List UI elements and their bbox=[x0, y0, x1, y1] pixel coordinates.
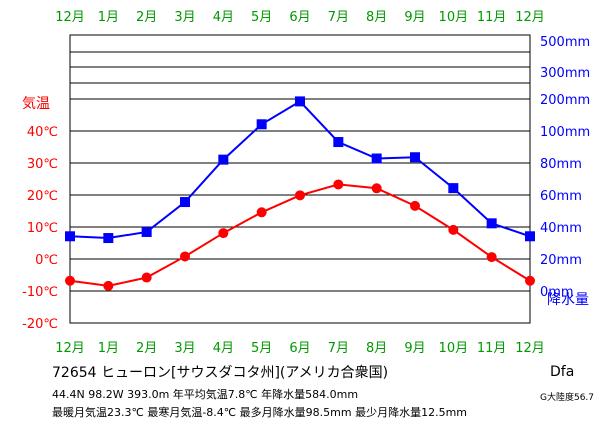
precipitation-point bbox=[65, 231, 75, 242]
temperature-point bbox=[295, 190, 305, 201]
climate-chart: 12月 12月 1月 1月 2月 2月 3月 3月 4月 4月 5月 5月 6月 6月 7月 7月 8月 8月 9月… bbox=[22, 10, 590, 356]
temperature-point bbox=[180, 251, 190, 262]
temp-tick-label: 20℃ bbox=[27, 189, 58, 204]
temperature-point bbox=[448, 224, 459, 235]
precipitation-point bbox=[180, 197, 190, 208]
precipitation-point bbox=[525, 231, 535, 242]
precip-tick-label: 500mm bbox=[540, 35, 590, 50]
month-label-top: 9月 bbox=[404, 10, 425, 25]
month-label-top: 3月 bbox=[174, 10, 195, 25]
precip-tick-label: 100mm bbox=[540, 125, 590, 140]
month-label-bottom: 4月 bbox=[213, 341, 234, 356]
station-name: 72654 ヒューロン[サウスダコタ州](アメリカ合衆国) bbox=[52, 365, 389, 381]
precipitation-point bbox=[486, 218, 497, 229]
precipitation-point bbox=[371, 153, 382, 164]
precipitation-point bbox=[295, 96, 305, 107]
temp-tick-label: -20℃ bbox=[22, 317, 58, 332]
temperature-point bbox=[371, 183, 382, 194]
month-label-bottom: 12月 bbox=[55, 341, 85, 356]
precip-tick-label: 40mm bbox=[540, 221, 582, 236]
month-label-bottom: 12月 bbox=[515, 341, 545, 356]
precipitation-point bbox=[218, 154, 229, 165]
temperature-point bbox=[218, 228, 229, 239]
precip-tick-label: 20mm bbox=[540, 253, 582, 268]
continentality-index: G大陸度56.7 bbox=[540, 393, 595, 403]
precip-tick-label: 60mm bbox=[540, 189, 582, 204]
precipitation-point bbox=[103, 233, 114, 244]
month-label-top: 11月 bbox=[477, 10, 507, 25]
month-label-top: 2月 bbox=[136, 10, 157, 25]
month-label-bottom: 10月 bbox=[439, 341, 469, 356]
temperature-point bbox=[410, 200, 420, 211]
month-label-bottom: 9月 bbox=[404, 341, 425, 356]
temp-tick-label: -10℃ bbox=[22, 285, 58, 300]
temperature-point bbox=[333, 179, 344, 190]
precip-tick-label: 0mm bbox=[540, 285, 574, 300]
month-label-bottom: 3月 bbox=[174, 341, 195, 356]
month-label-bottom: 7月 bbox=[328, 341, 349, 356]
month-label-top: 12月 bbox=[55, 10, 85, 25]
temperature-point bbox=[525, 275, 535, 286]
precip-tick-label: 200mm bbox=[540, 93, 590, 108]
month-label-bottom: 2月 bbox=[136, 341, 157, 356]
temp-tick-label: 30℃ bbox=[27, 157, 58, 172]
temperature-point bbox=[486, 252, 497, 263]
month-label-top: 7月 bbox=[328, 10, 349, 25]
precip-tick-label: 300mm bbox=[540, 66, 590, 81]
month-label-bottom: 1月 bbox=[98, 341, 119, 356]
temp-tick-label: 0℃ bbox=[35, 253, 58, 268]
month-label-top: 12月 bbox=[515, 10, 545, 25]
temperature-point bbox=[141, 272, 152, 283]
temp-tick-label: 10℃ bbox=[27, 221, 58, 236]
climate-class: Dfa bbox=[550, 364, 575, 380]
extreme-stats: 最暖月気温23.3℃ 最寒月気温-8.4℃ 最多月降水量98.5mm 最少月降水… bbox=[52, 406, 467, 419]
month-label-bottom: 6月 bbox=[289, 341, 310, 356]
precipitation-line bbox=[69, 100, 531, 240]
month-label-top: 8月 bbox=[366, 10, 387, 25]
month-label-top: 4月 bbox=[213, 10, 234, 25]
month-label-bottom: 5月 bbox=[251, 341, 272, 356]
month-label-bottom: 8月 bbox=[366, 341, 387, 356]
month-label-top: 6月 bbox=[289, 10, 310, 25]
precipitation-point bbox=[410, 152, 420, 163]
precip-tick-label: 80mm bbox=[540, 157, 582, 172]
month-label-top: 5月 bbox=[251, 10, 272, 25]
precipitation-point bbox=[141, 226, 152, 237]
precip-axis-label: 降水量 bbox=[547, 292, 589, 308]
precipitation-point bbox=[333, 137, 344, 148]
temperature-point bbox=[65, 275, 75, 286]
month-label-top: 10月 bbox=[439, 10, 469, 25]
station-details: 44.4N 98.2W 393.0m 年平均気温7.8℃ 年降水量584.0mm bbox=[52, 388, 359, 401]
precipitation-point bbox=[256, 119, 267, 130]
temperature-point bbox=[256, 207, 267, 218]
month-label-bottom: 11月 bbox=[477, 341, 507, 356]
temperature-point bbox=[103, 280, 114, 291]
temp-tick-label: 40℃ bbox=[27, 125, 58, 140]
temp-axis-label: 気温 bbox=[22, 96, 50, 112]
precipitation-point bbox=[448, 183, 459, 194]
month-label-top: 1月 bbox=[98, 10, 119, 25]
